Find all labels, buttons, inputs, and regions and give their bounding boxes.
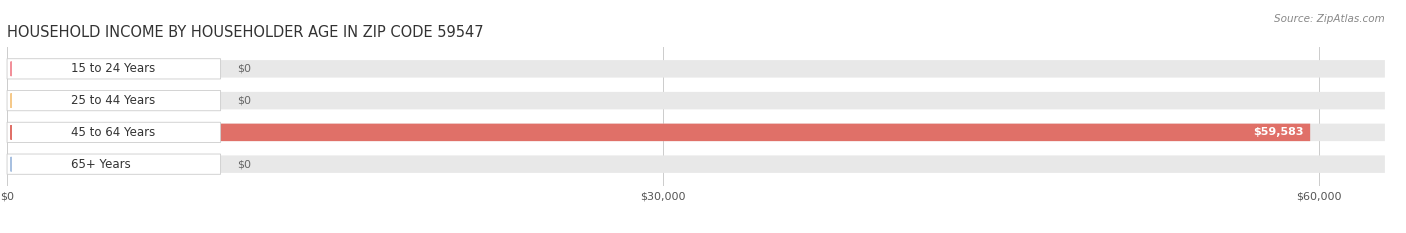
FancyBboxPatch shape — [7, 155, 1385, 173]
FancyBboxPatch shape — [7, 60, 45, 78]
Text: HOUSEHOLD INCOME BY HOUSEHOLDER AGE IN ZIP CODE 59547: HOUSEHOLD INCOME BY HOUSEHOLDER AGE IN Z… — [7, 25, 484, 40]
FancyBboxPatch shape — [7, 92, 1385, 109]
Text: $0: $0 — [238, 159, 252, 169]
Text: 65+ Years: 65+ Years — [72, 158, 131, 171]
Text: $0: $0 — [238, 96, 252, 106]
FancyBboxPatch shape — [7, 124, 1310, 141]
FancyBboxPatch shape — [7, 60, 1385, 78]
Text: 15 to 24 Years: 15 to 24 Years — [72, 62, 155, 75]
FancyBboxPatch shape — [7, 59, 221, 79]
FancyBboxPatch shape — [7, 92, 45, 109]
FancyBboxPatch shape — [7, 90, 221, 111]
FancyBboxPatch shape — [7, 155, 45, 173]
Text: 25 to 44 Years: 25 to 44 Years — [72, 94, 155, 107]
FancyBboxPatch shape — [7, 124, 1385, 141]
FancyBboxPatch shape — [7, 154, 221, 174]
FancyBboxPatch shape — [7, 122, 221, 143]
Text: $59,583: $59,583 — [1253, 127, 1303, 137]
Text: $0: $0 — [238, 64, 252, 74]
Text: Source: ZipAtlas.com: Source: ZipAtlas.com — [1274, 14, 1385, 24]
Text: 45 to 64 Years: 45 to 64 Years — [72, 126, 155, 139]
